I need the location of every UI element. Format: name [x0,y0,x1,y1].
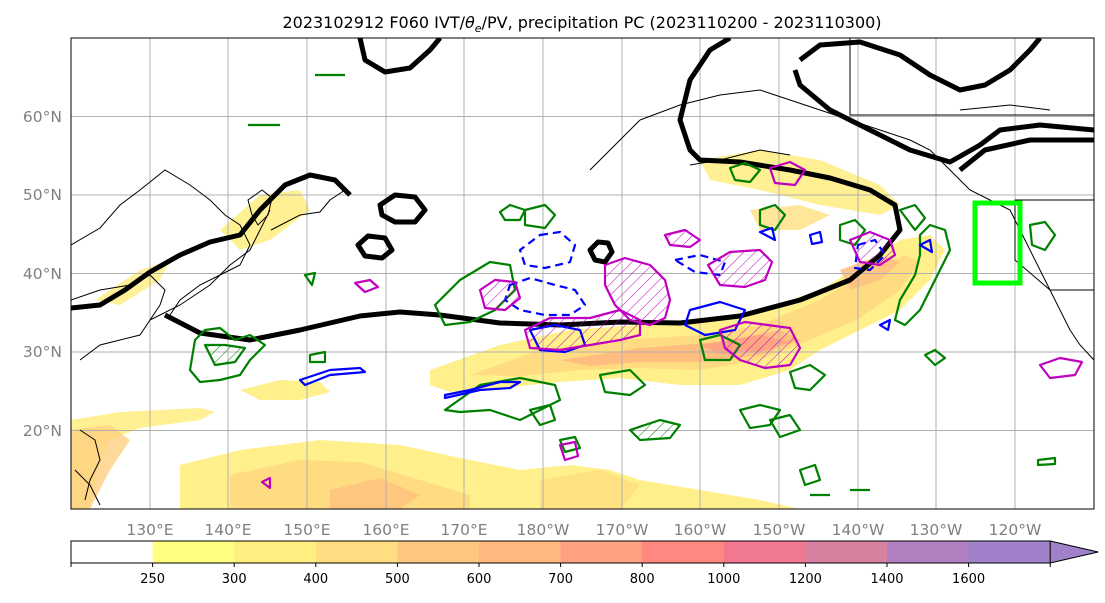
map-title: 2023102912 F060 IVT/θe/PV, precipitation… [282,13,881,35]
colorbar-label: 250 [140,572,165,587]
lon-label: 180°W [517,521,570,539]
lat-label: 60°N [23,108,62,126]
colorbar-segment [560,541,643,563]
lon-label: 150°W [753,521,806,539]
colorbar-segment [71,541,154,563]
lon-label: 130°E [126,521,173,539]
lon-labels: 130°E 140°E 150°E 160°E 170°E 180°W 170°… [126,521,1041,539]
highlight-box [972,200,1023,286]
colorbar-segment [234,541,317,563]
lon-label: 150°E [283,521,330,539]
colorbar-segment [315,541,398,563]
colorbar-segment [152,541,235,563]
lon-label: 160°E [362,521,409,539]
colorbar-label: 700 [548,572,573,587]
colorbar-segment [805,541,888,563]
colorbar-label: 500 [385,572,410,587]
lon-label: 140°E [204,521,251,539]
lon-label: 130°W [910,521,963,539]
theta-e-contours [71,38,1094,343]
lat-labels: 60°N 50°N 40°N 30°N 20°N [23,108,62,440]
colorbar-segment [397,541,480,563]
lon-label: 160°W [674,521,727,539]
colorbar-label: 1200 [789,572,822,587]
colorbar-label: 1600 [952,572,985,587]
colorbar: 250 300 400 500 600 700 800 1000 1200 1400 1600 [70,540,1099,587]
lon-label: 140°W [832,521,885,539]
lon-label: 120°W [989,521,1042,539]
colorbar-label: 1000 [707,572,740,587]
colorbar-segment [887,541,970,563]
colorbar-label: 600 [467,572,492,587]
lat-label: 40°N [23,265,62,283]
map-area [71,38,1094,509]
coastlines [71,38,1094,506]
colorbar-label: 300 [222,572,247,587]
colorbar-segment [968,541,1051,563]
lat-label: 50°N [23,186,62,204]
map-frame [70,37,1095,510]
colorbar-label: 1400 [870,572,903,587]
pv-magenta-contours [260,160,1084,490]
colorbar-label: 800 [630,572,655,587]
colorbar-segment [479,541,562,563]
lon-label: 170°W [596,521,649,539]
lat-label: 30°N [23,343,62,361]
colorbar-segment [723,541,806,563]
lon-label: 170°E [440,521,487,539]
colorbar-extend-arrow [1049,540,1099,564]
colorbar-label: 400 [303,572,328,587]
colorbar-segment [642,541,725,563]
lat-label: 20°N [23,422,62,440]
